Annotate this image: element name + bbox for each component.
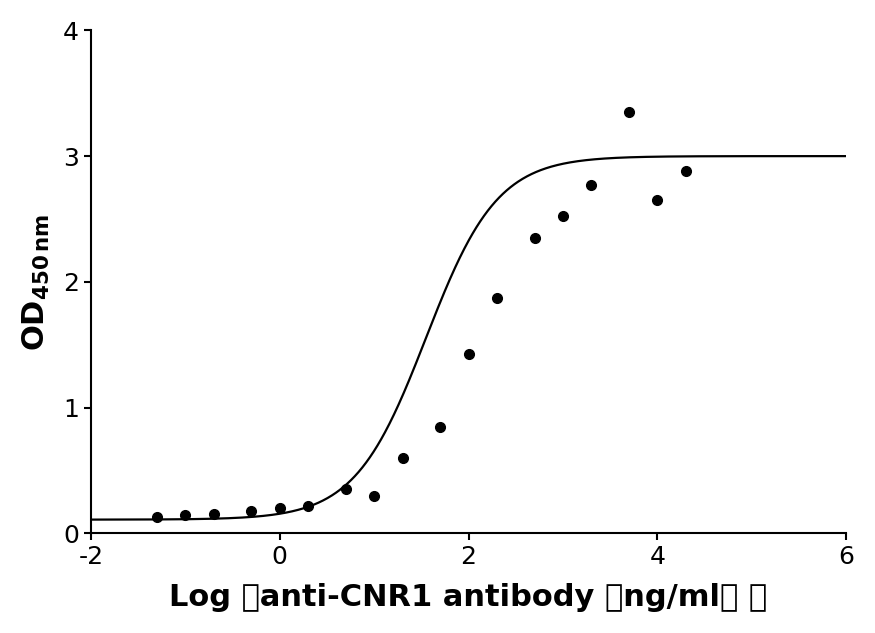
Point: [206, 509, 220, 519]
Point: [528, 233, 542, 243]
Y-axis label: OD$_\mathregular{450\,nm}$: OD$_\mathregular{450\,nm}$: [21, 213, 52, 351]
Point: [433, 422, 447, 432]
Point: [339, 484, 353, 494]
Point: [490, 293, 504, 303]
X-axis label: Log （anti-CNR1 antibody （ng/ml） ）: Log （anti-CNR1 antibody （ng/ml） ）: [170, 583, 767, 612]
Point: [150, 512, 164, 522]
Point: [368, 491, 382, 501]
Point: [650, 195, 664, 205]
Point: [178, 510, 192, 520]
Point: [301, 501, 315, 511]
Point: [396, 453, 410, 463]
Point: [584, 180, 598, 190]
Point: [461, 349, 475, 359]
Point: [556, 211, 570, 222]
Point: [679, 166, 693, 176]
Point: [622, 107, 636, 117]
Point: [273, 503, 287, 513]
Point: [244, 506, 258, 516]
